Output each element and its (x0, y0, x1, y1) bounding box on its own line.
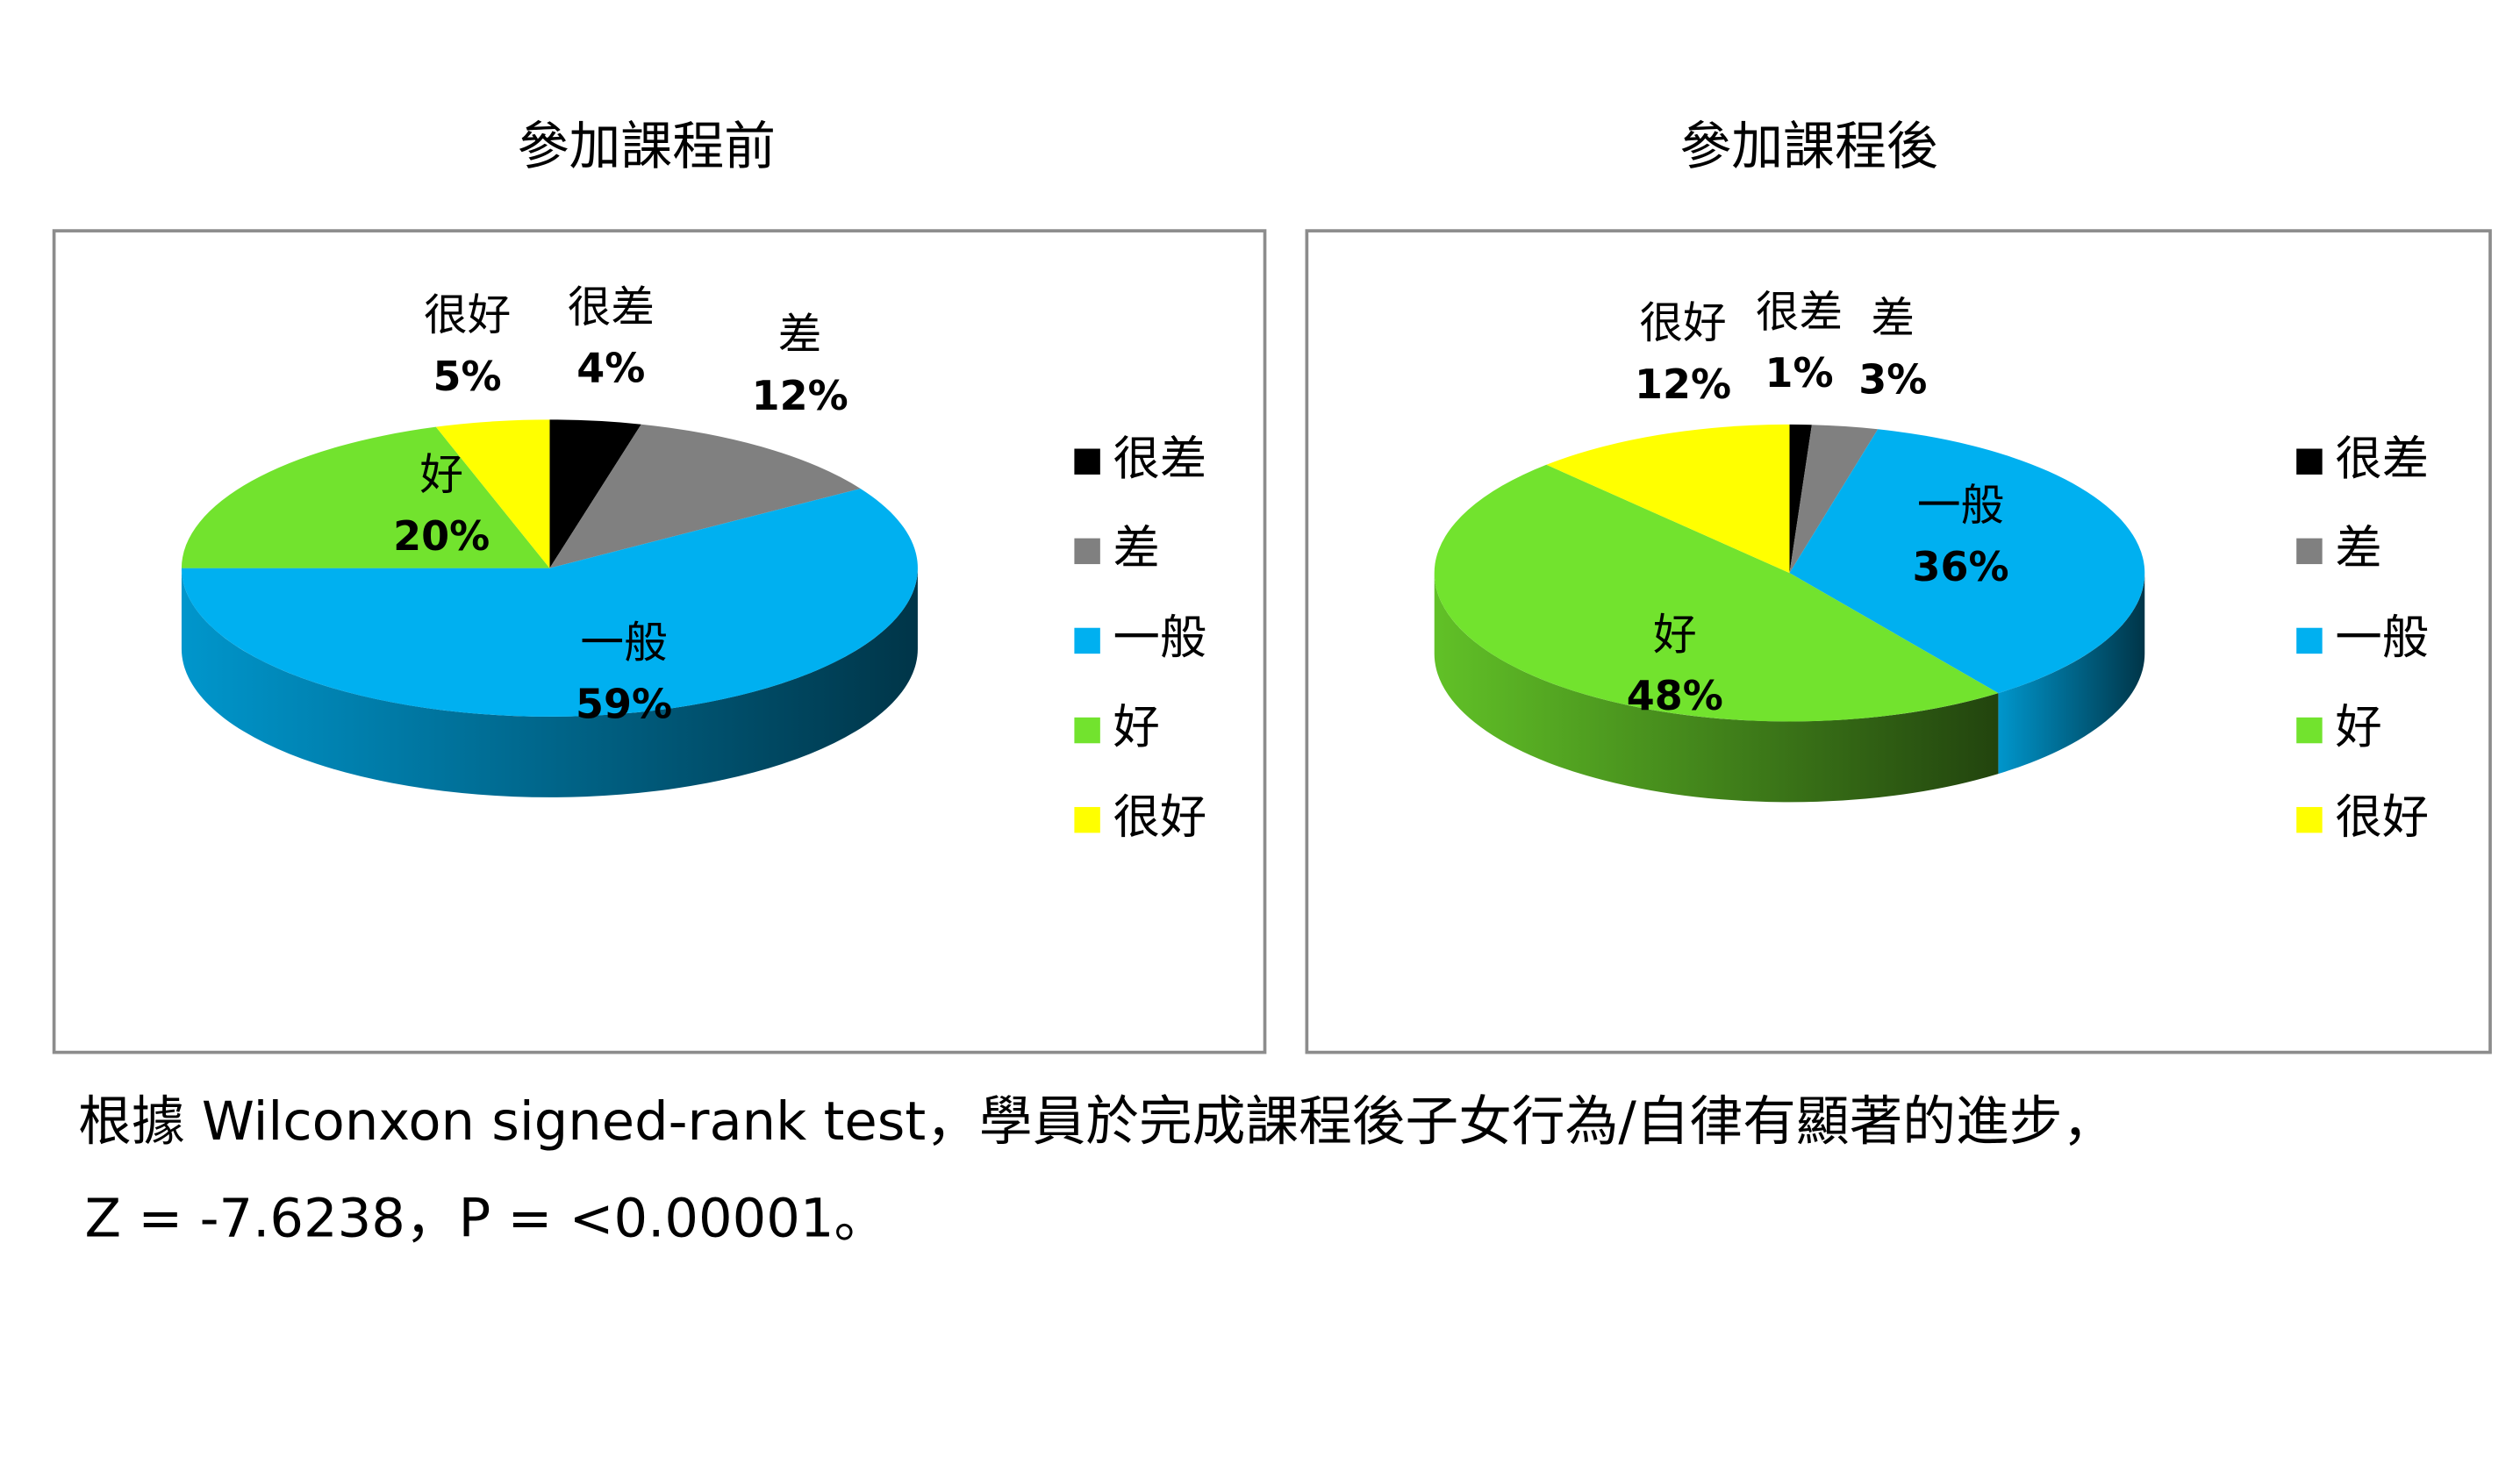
legend-label: 差 (1113, 520, 1160, 575)
slice-side (1998, 573, 2145, 775)
chart-title: 參加課程前 (518, 116, 776, 176)
pie-slice (1789, 424, 1812, 574)
legend-swatch (1074, 448, 1100, 475)
legend-swatch (2296, 806, 2323, 833)
legend-swatch (2296, 627, 2323, 654)
slice-label: 差 (1871, 293, 1915, 344)
legend-label: 好 (2335, 699, 2381, 754)
legend-label: 很好 (2335, 789, 2429, 844)
value-label: 20% (393, 512, 490, 560)
pie-slice (549, 424, 861, 568)
value-label: 59% (576, 680, 672, 727)
chart-title: 參加課程後 (1679, 116, 1937, 176)
slice-label: 很好 (424, 289, 511, 340)
slice-side (1434, 573, 1999, 803)
legend-swatch (2296, 717, 2323, 744)
slice-label: 好 (419, 449, 463, 500)
legend-swatch (2296, 538, 2323, 565)
caption: Z = -7.6238，P = <0.00001。 (85, 1188, 888, 1249)
slice-label: 很好 (1639, 297, 1726, 348)
pie-slice (549, 419, 641, 568)
pie-slice (435, 419, 550, 568)
legend-swatch (1074, 717, 1100, 744)
value-label: 12% (752, 372, 848, 419)
value-label: 12% (1635, 361, 1731, 408)
legend-swatch (1074, 538, 1100, 565)
legend-swatch (1074, 627, 1100, 654)
slice-label: 好 (1653, 609, 1697, 660)
legend-label: 差 (2335, 520, 2381, 575)
legend-label: 很差 (2335, 431, 2429, 486)
value-label: 4% (576, 345, 645, 392)
value-label: 5% (433, 353, 502, 400)
pie-slice (181, 488, 918, 717)
legend-swatch (1074, 806, 1100, 833)
pie-slice (1546, 424, 1790, 574)
slice-label: 一般 (1917, 480, 2004, 531)
slice-label: 很差 (568, 282, 655, 332)
pie-slice (1789, 429, 2145, 694)
legend-label: 好 (1113, 699, 1160, 754)
slice-label: 一般 (580, 617, 667, 668)
legend-label: 很好 (1113, 789, 1207, 844)
pie-slice (1434, 464, 1999, 722)
slice-side (181, 568, 918, 797)
value-label: 48% (1627, 672, 1723, 719)
pie-slice (1789, 425, 1879, 574)
legend-label: 一般 (1113, 610, 1207, 665)
caption: 根據 Wilconxon signed-rank test，學員於完成課程後子女… (78, 1091, 2116, 1153)
pie-slice (181, 426, 550, 568)
slice-label: 差 (778, 309, 822, 360)
value-label: 36% (1912, 543, 2008, 590)
slice-label: 很差 (1756, 286, 1843, 337)
value-label: 3% (1858, 356, 1927, 404)
legend-label: 一般 (2335, 610, 2429, 665)
value-label: 1% (1765, 349, 1833, 397)
legend-label: 很差 (1113, 431, 1207, 486)
legend-swatch (2296, 448, 2323, 475)
